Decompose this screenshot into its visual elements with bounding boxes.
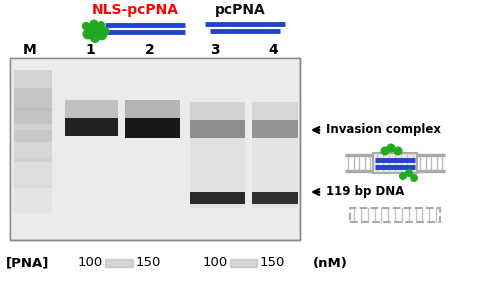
Text: NLS-pcPNA: NLS-pcPNA xyxy=(92,3,178,17)
Text: 1: 1 xyxy=(85,43,95,57)
Circle shape xyxy=(100,27,110,35)
Bar xyxy=(65,100,118,118)
Circle shape xyxy=(405,169,413,177)
Bar xyxy=(14,130,52,162)
Bar xyxy=(10,58,300,240)
Text: pcPNA: pcPNA xyxy=(214,3,266,17)
Circle shape xyxy=(394,147,402,155)
Bar xyxy=(373,153,417,173)
Bar xyxy=(190,120,245,138)
Text: 4: 4 xyxy=(268,43,278,57)
Circle shape xyxy=(90,20,98,29)
Circle shape xyxy=(380,147,390,155)
Bar xyxy=(65,118,118,136)
Bar xyxy=(190,102,245,120)
Text: 100: 100 xyxy=(78,256,102,269)
Text: 150: 150 xyxy=(136,256,160,269)
Bar xyxy=(252,192,298,204)
Text: 3: 3 xyxy=(210,43,220,57)
Circle shape xyxy=(93,25,103,35)
Bar xyxy=(14,158,52,188)
Bar xyxy=(190,192,245,204)
Polygon shape xyxy=(105,259,133,267)
Circle shape xyxy=(410,174,418,182)
Circle shape xyxy=(386,143,396,153)
Bar xyxy=(125,118,180,138)
Bar xyxy=(14,108,52,142)
Bar xyxy=(190,138,245,208)
Bar xyxy=(252,102,298,120)
Circle shape xyxy=(97,21,105,29)
Circle shape xyxy=(82,22,90,30)
Circle shape xyxy=(97,30,107,40)
Text: [PNA]: [PNA] xyxy=(6,256,50,269)
Circle shape xyxy=(399,172,407,180)
Bar xyxy=(14,185,52,213)
Bar xyxy=(14,70,52,110)
Bar xyxy=(252,138,298,208)
Bar xyxy=(11,59,299,239)
Bar xyxy=(350,208,440,222)
Text: 150: 150 xyxy=(260,256,284,269)
Bar xyxy=(10,58,300,240)
Text: Invasion complex: Invasion complex xyxy=(326,123,441,136)
Text: (nM): (nM) xyxy=(312,256,348,269)
Circle shape xyxy=(86,23,96,33)
Text: 100: 100 xyxy=(202,256,228,269)
Text: M: M xyxy=(23,43,37,57)
Bar xyxy=(252,120,298,138)
Polygon shape xyxy=(230,259,257,267)
Bar xyxy=(125,100,180,120)
Text: 2: 2 xyxy=(145,43,155,57)
Circle shape xyxy=(82,29,94,40)
Circle shape xyxy=(90,33,100,43)
Text: 119 bp DNA: 119 bp DNA xyxy=(326,185,404,198)
Bar xyxy=(14,88,52,124)
